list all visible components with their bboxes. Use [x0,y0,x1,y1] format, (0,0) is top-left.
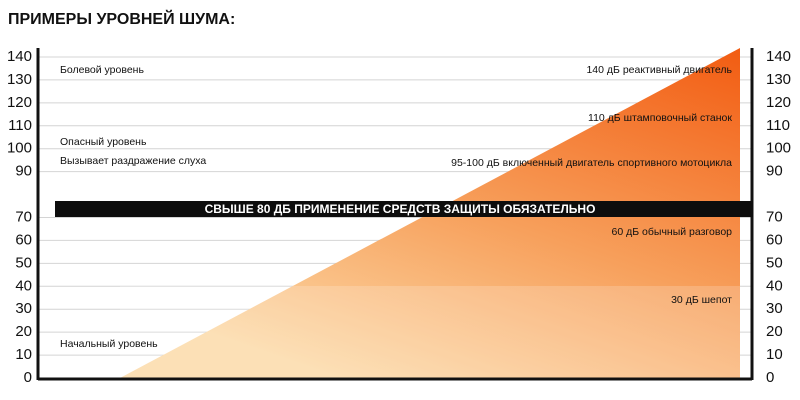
left-label: Болевой уровень [60,64,144,76]
right-tick-label: 10 [766,346,783,363]
left-tick-label: 100 [7,140,32,157]
left-tick-label: 30 [15,300,32,317]
right-label: 60 дБ обычный разговор [612,226,733,238]
right-label: 110 дБ штамповочный станок [588,112,732,124]
right-tick-label: 120 [766,94,791,111]
left-tick-label: 10 [15,346,32,363]
right-tick-label: 40 [766,277,783,294]
right-tick-label: 0 [766,369,774,386]
right-tick-label: 100 [766,140,791,157]
left-label: Начальный уровень [60,338,158,350]
banner-bar [55,201,753,217]
left-tick-label: 120 [7,94,32,111]
left-tick-label: 140 [7,48,32,65]
left-tick-label: 70 [15,208,32,225]
right-label: 30 дБ шепот [671,294,732,306]
right-tick-label: 60 [766,231,783,248]
right-label: 140 дБ реактивный двигатель [586,64,732,76]
right-tick-label: 130 [766,71,791,88]
left-tick-label: 50 [15,254,32,271]
left-tick-label: 60 [15,231,32,248]
right-tick-label: 50 [766,254,783,271]
title: ПРИМЕРЫ УРОВНЕЙ ШУМА: [8,9,235,28]
right-tick-label: 110 [766,117,790,134]
right-tick-label: 30 [766,300,783,317]
left-tick-label: 0 [24,369,32,386]
right-tick-label: 70 [766,208,783,225]
right-tick-label: 90 [766,163,783,180]
right-label: 95-100 дБ включенный двигатель спортивно… [451,157,732,169]
left-tick-label: 40 [15,277,32,294]
left-tick-label: 130 [7,71,32,88]
left-tick-label: 20 [15,323,32,340]
right-tick-label: 140 [766,48,791,65]
left-tick-label: 90 [15,163,32,180]
left-label: Опасный уровень [60,136,147,148]
low-zone [120,286,740,378]
banner-text: СВЫШЕ 80 ДБ ПРИМЕНЕНИЕ СРЕДСТВ ЗАЩИТЫ ОБ… [205,202,596,216]
left-tick-label: 110 [8,117,32,134]
left-label: Вызывает раздражение слуха [60,155,206,167]
right-tick-label: 20 [766,323,783,340]
